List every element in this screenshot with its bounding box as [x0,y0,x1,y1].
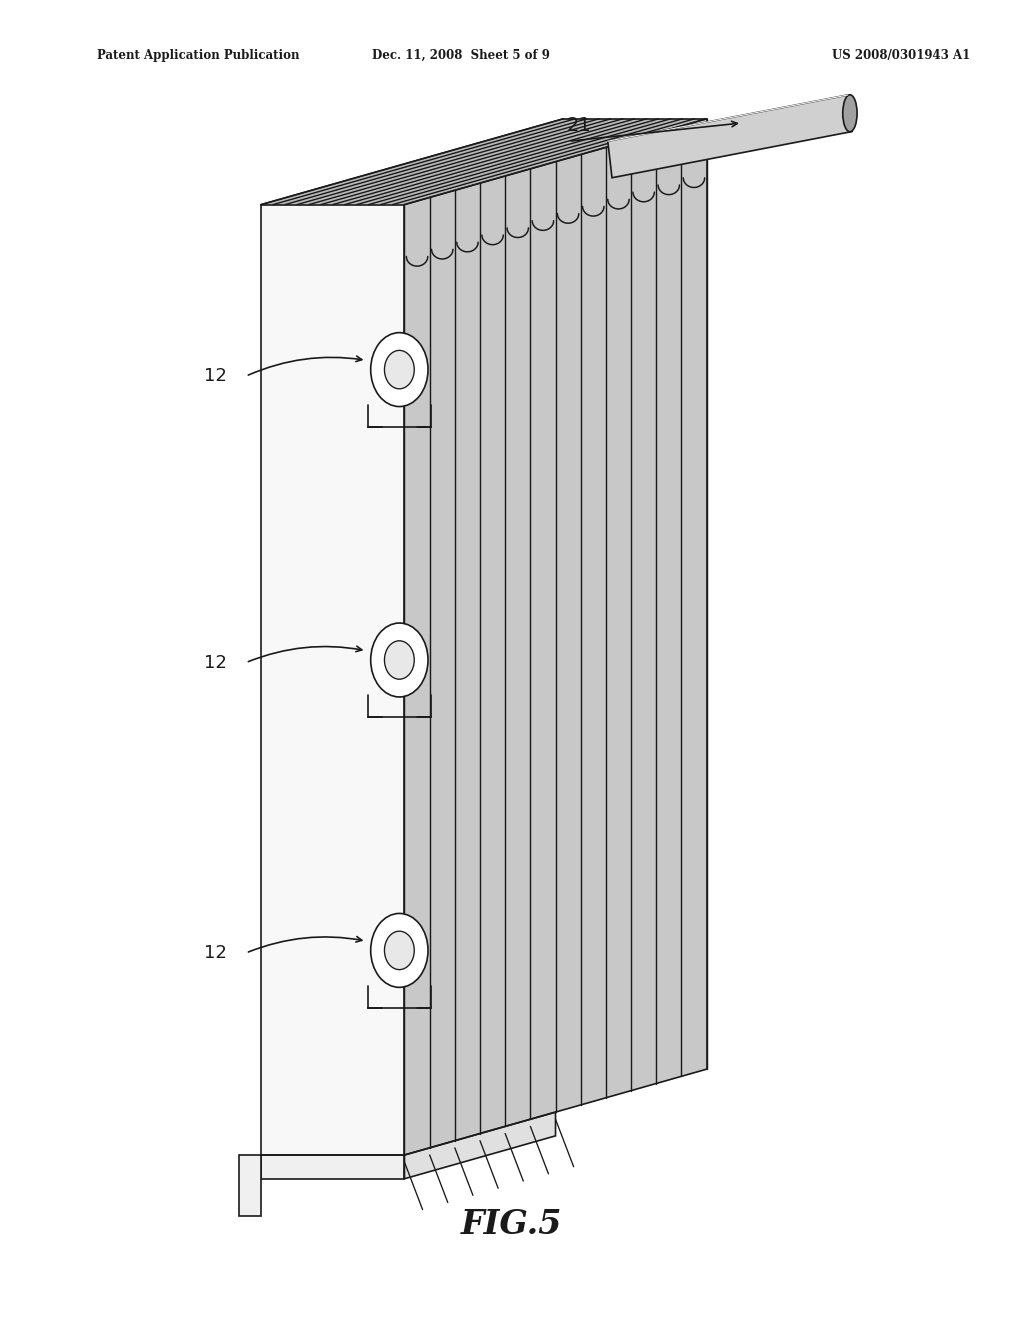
Text: FIG.5: FIG.5 [461,1209,563,1241]
Circle shape [384,350,415,389]
Circle shape [384,640,415,680]
Text: 12: 12 [204,653,226,672]
Polygon shape [404,1111,555,1179]
Circle shape [371,623,428,697]
Text: 12: 12 [204,367,226,385]
Text: Dec. 11, 2008  Sheet 5 of 9: Dec. 11, 2008 Sheet 5 of 9 [372,49,550,62]
Circle shape [371,913,428,987]
Polygon shape [608,95,852,178]
Circle shape [384,931,415,970]
Polygon shape [261,119,707,205]
Polygon shape [261,1155,404,1179]
Polygon shape [239,1155,261,1216]
Polygon shape [404,119,707,1155]
Polygon shape [261,205,404,1155]
Text: 21: 21 [566,116,591,135]
Text: 12: 12 [204,944,226,962]
Circle shape [371,333,428,407]
Ellipse shape [843,95,857,132]
Text: Patent Application Publication: Patent Application Publication [97,49,300,62]
Text: US 2008/0301943 A1: US 2008/0301943 A1 [831,49,971,62]
